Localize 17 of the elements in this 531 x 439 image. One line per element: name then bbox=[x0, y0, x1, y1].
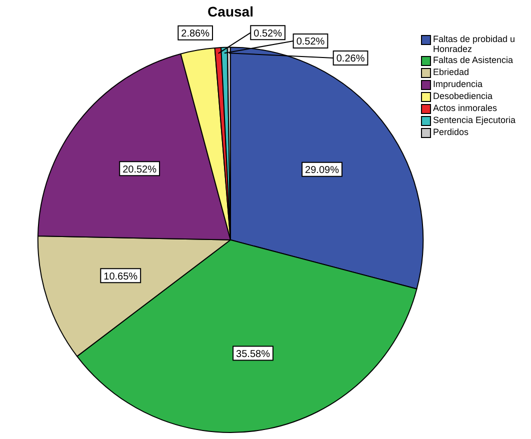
legend-label: Imprudencia bbox=[433, 79, 483, 89]
legend-label: Sentencia Ejecutoria bbox=[433, 115, 516, 125]
legend-label: Faltas de probidad u Honradez bbox=[433, 34, 516, 54]
chart-title: Causal bbox=[208, 3, 254, 20]
data-label: 2.86% bbox=[181, 28, 210, 40]
data-label: 10.65% bbox=[104, 271, 138, 282]
legend-label: Perdidos bbox=[433, 127, 469, 137]
legend-label: Actos inmorales bbox=[433, 103, 498, 113]
data-label: 20.52% bbox=[122, 164, 157, 176]
data-label: 0.52% bbox=[296, 36, 325, 48]
data-label: 35.58% bbox=[236, 348, 270, 360]
data-label: 0.52% bbox=[254, 28, 282, 40]
data-label: 29.09% bbox=[305, 165, 340, 176]
legend-label: Ebriedad bbox=[433, 67, 470, 77]
legend-label: Desobediencia bbox=[433, 91, 493, 101]
data-label: 0.26% bbox=[336, 54, 365, 65]
legend-label: Faltas de Asistencia bbox=[433, 55, 514, 65]
